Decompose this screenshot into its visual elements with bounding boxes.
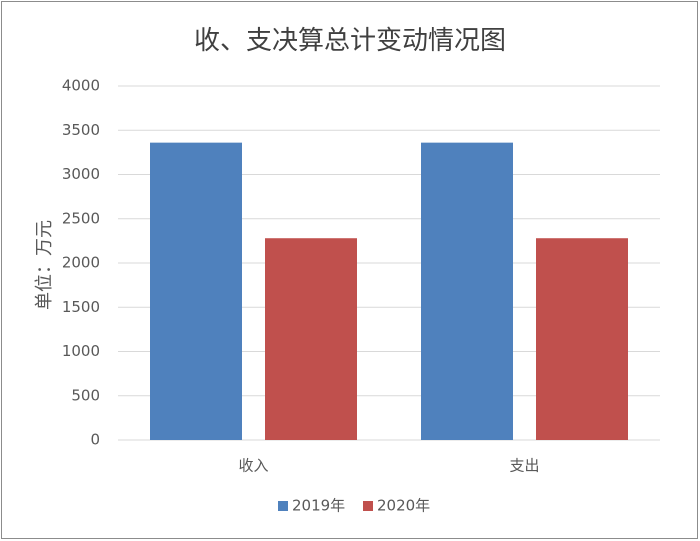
- legend-label: 2019年: [292, 497, 345, 515]
- legend-swatch: [278, 501, 288, 511]
- x-tick-label: 支出: [509, 457, 539, 475]
- bar: [150, 142, 242, 440]
- y-tick-label: 3000: [62, 165, 100, 183]
- legend-swatch: [363, 501, 373, 511]
- chart-title: 收、支决算总计变动情况图: [194, 26, 506, 56]
- y-axis-label: 单位：万元: [34, 220, 55, 310]
- bar: [421, 142, 513, 440]
- y-tick-label: 1000: [62, 342, 100, 360]
- bar: [536, 238, 628, 440]
- x-tick-label: 收入: [238, 457, 268, 475]
- bar: [265, 238, 357, 440]
- y-tick-label: 500: [71, 386, 100, 404]
- legend-label: 2020年: [377, 497, 430, 515]
- y-tick-label: 2500: [62, 209, 100, 227]
- y-tick-label: 3500: [62, 121, 100, 139]
- y-tick-label: 1500: [62, 298, 100, 316]
- y-tick-label: 4000: [62, 77, 100, 95]
- y-tick-label: 0: [90, 431, 100, 449]
- y-tick-label: 2000: [62, 254, 100, 272]
